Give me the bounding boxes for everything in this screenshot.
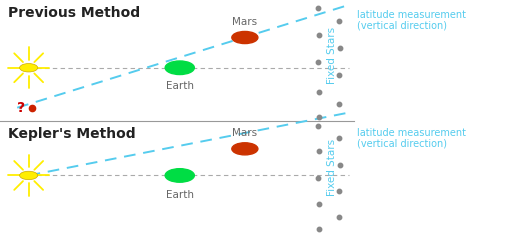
Text: Previous Method: Previous Method xyxy=(8,6,140,20)
Text: (vertical direction): (vertical direction) xyxy=(357,20,447,30)
Text: Mars: Mars xyxy=(232,17,257,27)
Text: Fixed Stars: Fixed Stars xyxy=(327,27,338,84)
Circle shape xyxy=(20,64,38,72)
Text: Fixed Stars: Fixed Stars xyxy=(327,138,338,196)
Text: latitude measurement: latitude measurement xyxy=(357,9,466,20)
Text: ?: ? xyxy=(17,101,26,115)
Circle shape xyxy=(165,169,194,182)
Text: latitude measurement: latitude measurement xyxy=(357,128,466,138)
Circle shape xyxy=(165,61,194,75)
Circle shape xyxy=(232,31,258,44)
Text: Kepler's Method: Kepler's Method xyxy=(8,127,135,141)
Text: (vertical direction): (vertical direction) xyxy=(357,139,447,149)
Text: Earth: Earth xyxy=(166,190,194,200)
Text: Earth: Earth xyxy=(166,81,194,91)
Circle shape xyxy=(20,171,38,180)
Text: Mars: Mars xyxy=(232,128,257,138)
Circle shape xyxy=(232,143,258,155)
